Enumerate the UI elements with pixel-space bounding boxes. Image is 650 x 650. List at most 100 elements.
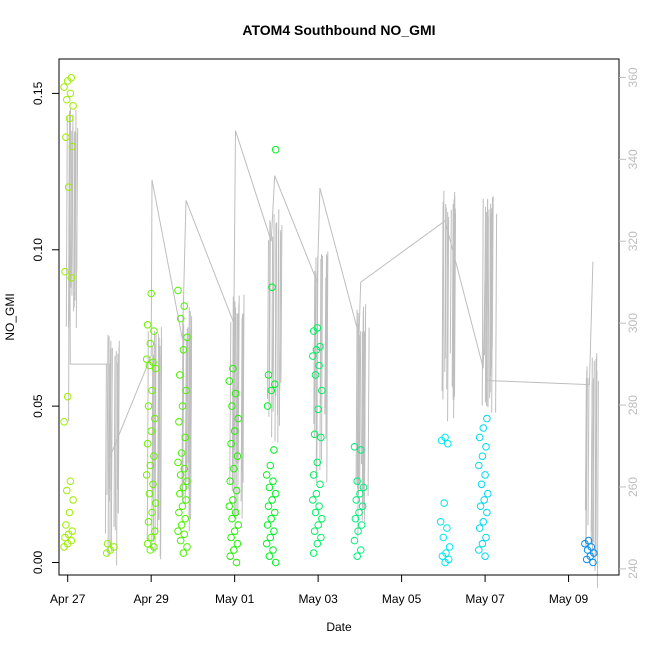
data-point <box>264 522 271 529</box>
data-point <box>265 372 272 379</box>
y2-tick-label: 360 <box>626 67 640 87</box>
data-point <box>64 393 71 400</box>
data-point <box>312 509 319 516</box>
data-point <box>485 490 492 497</box>
data-point <box>354 553 361 560</box>
data-point <box>143 472 150 479</box>
data-point <box>231 547 238 554</box>
data-point <box>476 525 483 532</box>
right-axis-line-segment <box>591 358 592 532</box>
data-point <box>318 534 325 541</box>
right-axis-line-segment <box>368 328 369 496</box>
right-axis-line-segment <box>496 214 497 413</box>
x-tick-label: Apr 29 <box>133 592 169 606</box>
data-point <box>483 444 490 451</box>
right-axis-line-segment <box>588 378 589 526</box>
data-point <box>476 434 483 441</box>
data-point <box>229 515 236 522</box>
data-point <box>263 472 270 479</box>
data-point <box>269 497 276 504</box>
data-point <box>446 544 453 551</box>
data-point <box>317 481 324 488</box>
data-point <box>358 547 365 554</box>
data-point <box>67 90 74 97</box>
data-point <box>353 497 360 504</box>
data-point <box>271 528 278 535</box>
data-point <box>479 540 486 547</box>
data-point <box>67 478 74 485</box>
data-point <box>483 534 490 541</box>
right-axis-trace <box>66 109 598 588</box>
right-axis-line-segment <box>268 240 269 399</box>
data-point <box>319 515 326 522</box>
data-point <box>61 84 68 91</box>
data-point <box>226 503 233 510</box>
y-axis-left: 0.000.050.100.15 <box>31 81 59 574</box>
data-point <box>179 503 186 510</box>
data-point <box>178 450 185 457</box>
right-axis-line-segment <box>111 349 112 552</box>
data-point <box>476 547 483 554</box>
y-axis-label: NO_GMI <box>3 293 17 340</box>
data-points <box>61 75 597 566</box>
data-point <box>272 509 279 516</box>
data-point <box>234 540 241 547</box>
data-point <box>267 534 274 541</box>
data-point <box>318 434 325 441</box>
x-tick-label: May 05 <box>382 592 422 606</box>
data-point <box>479 453 486 460</box>
data-point <box>356 509 363 516</box>
y2-tick-label: 240 <box>626 559 640 579</box>
data-point <box>482 553 489 560</box>
right-axis-line-segment <box>114 356 115 527</box>
y2-tick-label: 340 <box>626 149 640 169</box>
right-axis-line-segment <box>66 116 67 327</box>
right-axis-line-segment <box>275 223 276 441</box>
data-point <box>484 415 491 422</box>
data-point <box>480 519 487 526</box>
data-point <box>233 559 240 566</box>
data-point <box>481 497 488 504</box>
data-point <box>178 522 185 529</box>
data-point <box>70 497 77 504</box>
data-point <box>64 96 71 103</box>
y-tick-label: 0.00 <box>31 550 45 574</box>
data-point <box>176 509 183 516</box>
data-point <box>437 519 444 526</box>
y2-tick-label: 320 <box>626 231 640 251</box>
data-point <box>226 378 233 385</box>
data-point <box>175 459 182 466</box>
data-point <box>272 559 279 566</box>
y-tick-label: 0.05 <box>31 394 45 418</box>
x-tick-label: May 01 <box>215 592 255 606</box>
y2-tick-label: 260 <box>626 477 640 497</box>
data-point <box>311 528 318 535</box>
data-point <box>63 134 70 141</box>
y2-tick-label: 300 <box>626 313 640 333</box>
data-point <box>266 553 273 560</box>
y-tick-label: 0.15 <box>31 81 45 105</box>
data-point <box>482 472 489 479</box>
y-axis-right: 240260280300320340360 <box>619 67 640 579</box>
data-point <box>270 478 277 485</box>
data-point <box>145 403 152 410</box>
data-point <box>177 537 184 544</box>
x-tick-label: May 07 <box>465 592 505 606</box>
data-point <box>266 484 273 491</box>
x-tick-label: Apr 27 <box>50 592 86 606</box>
data-point <box>478 481 485 488</box>
data-point <box>177 372 184 379</box>
data-point <box>441 500 448 507</box>
data-point <box>444 525 451 532</box>
data-point <box>268 515 275 522</box>
data-point <box>182 515 189 522</box>
data-point <box>231 528 238 535</box>
plot-frame <box>59 59 619 575</box>
data-point <box>183 497 190 504</box>
data-point <box>440 534 447 541</box>
data-point <box>148 428 155 435</box>
data-point <box>351 537 358 544</box>
data-point <box>272 146 279 153</box>
data-point <box>175 528 182 535</box>
data-point <box>228 534 235 541</box>
